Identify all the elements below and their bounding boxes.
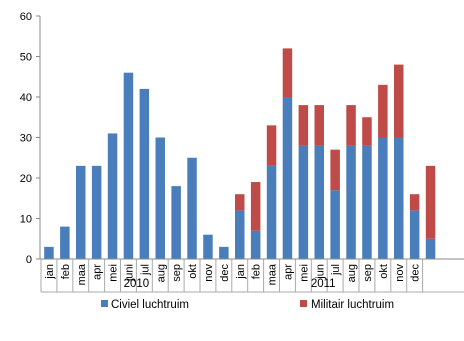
bars bbox=[44, 48, 436, 260]
x-category-label: aug bbox=[346, 264, 358, 282]
bar-civiel bbox=[107, 133, 118, 259]
bar-militair bbox=[378, 84, 388, 138]
bar-militair bbox=[362, 117, 372, 146]
bar-militair bbox=[425, 165, 436, 239]
bar-civiel bbox=[314, 145, 324, 259]
bar-militair bbox=[266, 125, 277, 166]
bar-civiel bbox=[203, 234, 213, 259]
legend-label: Militair luchtruim bbox=[311, 299, 394, 311]
x-category-label: jul bbox=[139, 264, 151, 276]
bar-civiel bbox=[171, 186, 181, 259]
x-category-label: nov bbox=[394, 264, 406, 282]
x-category-label: sep bbox=[171, 264, 183, 282]
bar-civiel bbox=[409, 210, 420, 259]
legend-swatch bbox=[300, 300, 307, 307]
bar-militair bbox=[250, 182, 261, 231]
bar-civiel bbox=[330, 190, 340, 259]
x-category-label: jul bbox=[330, 264, 342, 276]
x-category-label: nov bbox=[203, 264, 215, 282]
x-category-label: okt bbox=[187, 264, 199, 279]
bar-civiel bbox=[394, 137, 404, 259]
bar-civiel bbox=[44, 246, 54, 259]
legend-swatch bbox=[101, 300, 108, 307]
x-category-label: apr bbox=[282, 264, 294, 280]
y-axis: 0 10 20 30 40 50 60 bbox=[20, 11, 41, 266]
y-tick-label: 10 bbox=[20, 214, 32, 226]
x-category-label: okt bbox=[378, 264, 390, 279]
bar-civiel bbox=[378, 137, 388, 259]
bar-civiel bbox=[187, 157, 197, 259]
bar-civiel bbox=[250, 230, 261, 259]
x-category-label: maa bbox=[76, 263, 88, 285]
bar-civiel bbox=[282, 97, 293, 259]
bar-militair bbox=[235, 194, 245, 211]
x-category-label: mei bbox=[298, 264, 310, 282]
bar-militair bbox=[282, 48, 293, 97]
y-tick-label: 40 bbox=[20, 92, 32, 104]
y-tick-label: 50 bbox=[20, 52, 32, 64]
x-category-label: jun bbox=[314, 264, 326, 280]
x-axis: jan feb maa apr mei juni jul aug sep okt nov dec201… bbox=[40, 258, 464, 293]
y-tick-label: 20 bbox=[20, 173, 32, 185]
x-category-label: jan bbox=[44, 264, 56, 280]
bar-civiel bbox=[346, 145, 356, 259]
x-category-label: dec bbox=[410, 264, 422, 282]
bar-civiel bbox=[139, 88, 150, 260]
bar-militair bbox=[394, 64, 404, 138]
y-tick-label: 0 bbox=[26, 254, 32, 266]
bar-militair bbox=[330, 149, 340, 191]
bar-militair bbox=[409, 194, 420, 211]
x-category-label: jan bbox=[235, 264, 247, 280]
y-tick-label: 30 bbox=[20, 133, 32, 145]
x-category-label: aug bbox=[155, 264, 167, 282]
bar-civiel bbox=[60, 226, 70, 259]
bar-civiel bbox=[298, 145, 309, 259]
x-group-label: 2011 bbox=[311, 278, 336, 290]
bar-civiel bbox=[76, 165, 86, 259]
legend: Civiel luchtruim Militair luchtruim bbox=[101, 299, 394, 311]
x-group-label: 2010 bbox=[124, 278, 150, 290]
bar-civiel bbox=[155, 137, 165, 259]
x-category-label: dec bbox=[219, 264, 231, 282]
x-category-label: feb bbox=[60, 264, 72, 279]
bar-civiel bbox=[266, 165, 277, 259]
x-category-label: maa bbox=[267, 263, 279, 285]
x-category-label: mei bbox=[108, 264, 120, 282]
x-category-label: sep bbox=[362, 264, 374, 282]
bar-militair bbox=[298, 105, 309, 146]
y-tick-label: 60 bbox=[20, 11, 32, 23]
bar-civiel bbox=[235, 210, 245, 259]
bar-civiel bbox=[219, 246, 229, 259]
bar-militair bbox=[314, 105, 324, 146]
bar-civiel bbox=[425, 238, 436, 259]
x-category-label: juni bbox=[123, 264, 135, 282]
x-category-label: feb bbox=[251, 264, 263, 279]
bar-civiel bbox=[91, 165, 102, 259]
bar-civiel bbox=[123, 72, 134, 259]
legend-label: Civiel luchtruim bbox=[111, 299, 189, 311]
bar-civiel bbox=[362, 145, 372, 259]
bar-militair bbox=[346, 105, 356, 146]
x-category-label: apr bbox=[92, 264, 104, 280]
